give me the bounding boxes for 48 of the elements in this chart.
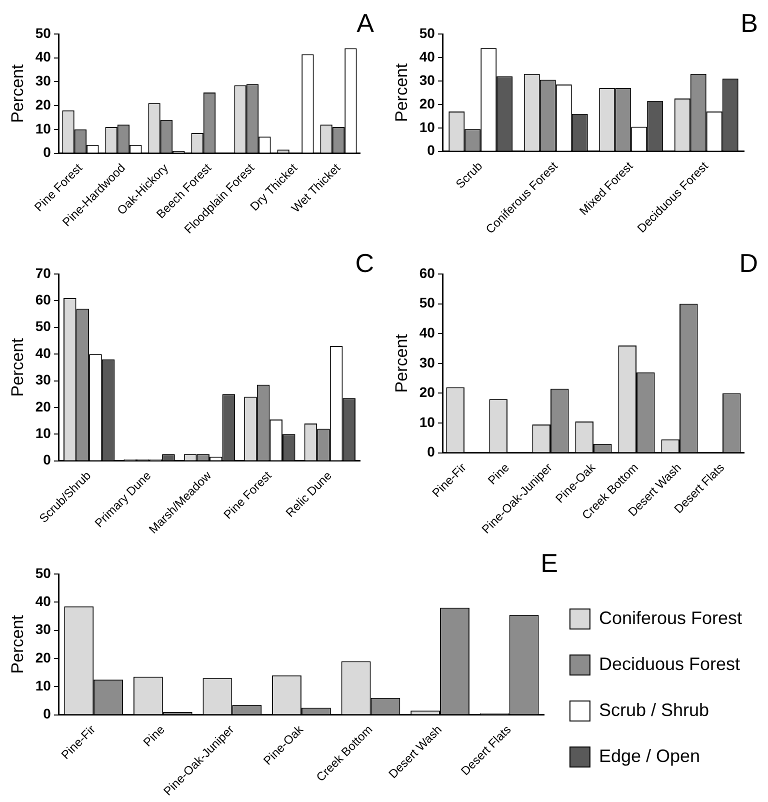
y-tick-label: 30: [35, 72, 52, 89]
y-tick-label: 0: [427, 444, 436, 460]
y-tick-label: 60: [35, 292, 52, 308]
chart-title: C: [355, 248, 374, 278]
y-tick-label: 50: [419, 294, 436, 311]
legend-label: Deciduous Forest: [598, 654, 740, 674]
y-tick-label: 0: [43, 706, 52, 722]
y-tick-label: 0: [427, 142, 436, 158]
y-tick-label: 10: [35, 677, 52, 694]
y-tick-label: 60: [419, 264, 436, 281]
chart-title: D: [739, 248, 758, 278]
y-tick-label: 20: [35, 649, 52, 666]
chart-title: B: [740, 8, 758, 38]
y-tick-label: 30: [419, 72, 436, 88]
y-tick-label: 30: [35, 372, 52, 388]
chart-title: A: [356, 8, 375, 38]
y-tick-label: 30: [419, 354, 436, 370]
y-tick-label: 70: [35, 264, 52, 281]
y-tick-label: 20: [35, 398, 52, 414]
y-tick-label: 40: [35, 344, 52, 361]
y-tick-label: 50: [35, 24, 52, 41]
y-tick-label: 30: [35, 621, 52, 638]
y-tick-label: 20: [35, 96, 52, 112]
y-tick-label: 50: [35, 318, 52, 334]
y-tick-label: 10: [35, 424, 52, 441]
y-tick-label: 20: [419, 384, 436, 400]
legend-label: Coniferous Forest: [598, 608, 742, 628]
y-axis-title: Percent: [8, 64, 27, 123]
y-axis-title: Percent: [8, 614, 27, 674]
y-tick-label: 50: [419, 24, 436, 41]
y-axis-title: Percent: [392, 63, 411, 122]
y-tick-label: 10: [419, 414, 436, 430]
y-tick-label: 40: [419, 48, 436, 64]
y-tick-label: 40: [419, 324, 436, 340]
chart-title: E: [540, 548, 558, 578]
legend-label: Scrub / Shrub: [598, 700, 710, 720]
x-tick-label: Pine: [140, 722, 168, 750]
y-tick-label: 20: [419, 95, 436, 112]
y-tick-label: 50: [35, 564, 52, 581]
legend-label: Edge / Open: [598, 746, 700, 766]
y-tick-label: 40: [35, 593, 52, 610]
y-tick-label: 40: [35, 48, 52, 65]
y-axis-title: Percent: [8, 338, 27, 397]
y-axis-title: Percent: [392, 334, 411, 393]
y-tick-label: 10: [419, 118, 436, 135]
y-tick-label: 0: [43, 144, 52, 160]
y-tick-label: 10: [35, 120, 52, 136]
y-tick-label: 0: [43, 452, 52, 468]
